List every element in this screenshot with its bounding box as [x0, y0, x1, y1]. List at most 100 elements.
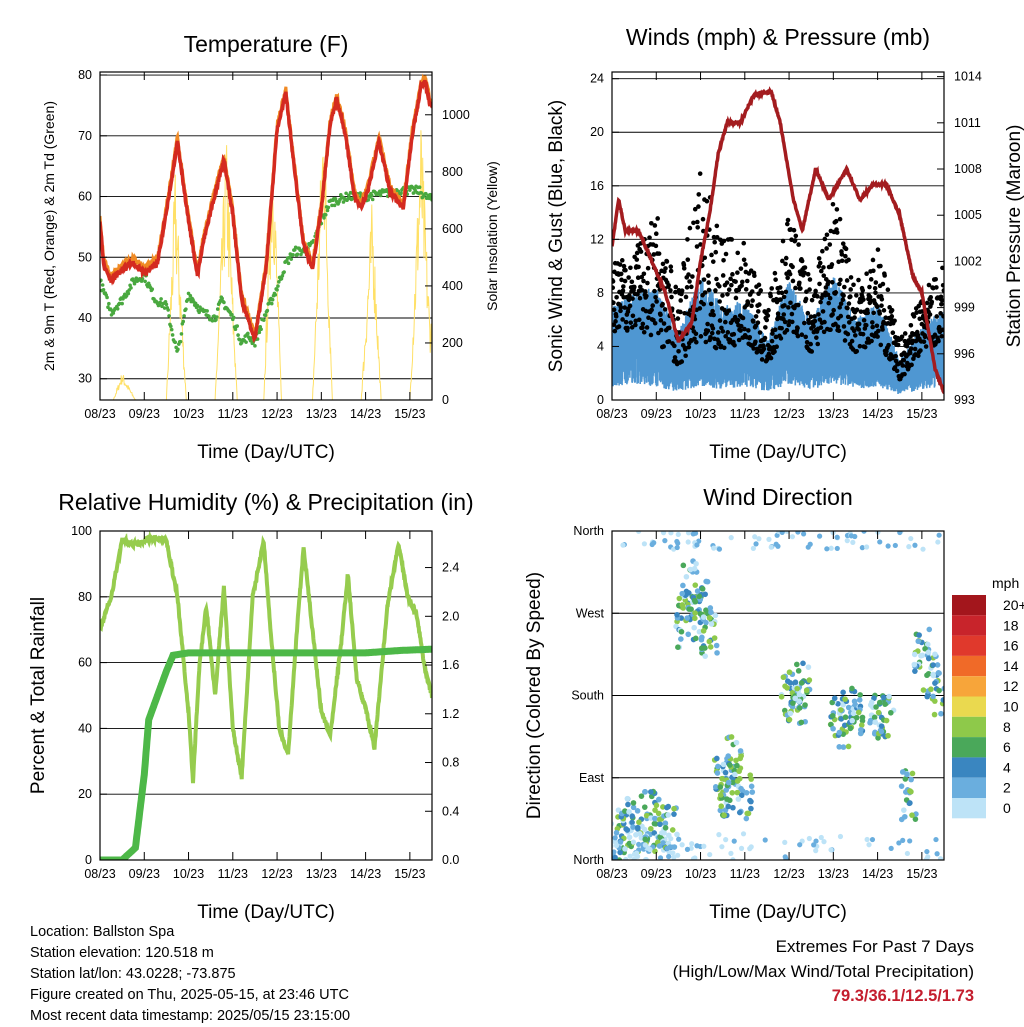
- wind-gust-point: [716, 340, 722, 345]
- wind-gust-point: [848, 275, 854, 280]
- wind-direction-point: [896, 840, 902, 846]
- dewpoint-point: [100, 283, 105, 287]
- wind-direction-point: [864, 544, 870, 550]
- wind-gust-point: [912, 346, 918, 352]
- wind-direction-point: [691, 624, 697, 631]
- wind-gust-point: [882, 273, 887, 278]
- wind-direction-point: [930, 662, 936, 668]
- wind-gust-point: [637, 295, 643, 301]
- wind-gust-point: [644, 293, 649, 299]
- wind-direction-point: [700, 628, 707, 634]
- wind-direction-point: [834, 545, 840, 552]
- wind-gust-point: [815, 294, 820, 299]
- wind-direction-point: [714, 755, 720, 762]
- figure-created: Figure created on Thu, 2025-05-15, at 23…: [30, 987, 349, 1003]
- wind-gust-point: [782, 319, 788, 325]
- wind-gust-point: [687, 308, 693, 313]
- y-tick-label: 0: [597, 393, 604, 407]
- y-tick-label: 4: [597, 339, 604, 353]
- wind-direction-point: [717, 792, 724, 798]
- wind-gust-point: [723, 251, 729, 257]
- wind-direction-point: [795, 668, 802, 674]
- wind-direction-point: [806, 677, 813, 683]
- wind-gust-point: [902, 338, 908, 344]
- dewpoint-point: [178, 339, 183, 344]
- wind-gust-point: [820, 309, 826, 314]
- wind-gust-point: [934, 314, 940, 319]
- wind-gust-point: [649, 220, 654, 226]
- dewpoint-point: [101, 288, 106, 292]
- wind-gust-point: [833, 290, 839, 295]
- wind-direction-point: [719, 844, 725, 850]
- wind-direction-point: [637, 831, 643, 837]
- wind-gust-point: [713, 345, 719, 351]
- wind-direction-point: [735, 796, 742, 802]
- dewpoint-point: [253, 344, 257, 348]
- dewpoint-point: [236, 333, 240, 337]
- wind-gust-point: [733, 279, 738, 284]
- wind-gust-point: [640, 321, 646, 327]
- wind-gust-point: [815, 341, 821, 347]
- x-tick-label: 15/23: [394, 867, 425, 881]
- legend-title: mph: [992, 575, 1019, 591]
- wind-gust-point: [647, 235, 652, 240]
- wind-direction-point: [916, 632, 922, 638]
- wind-gust-point: [911, 314, 917, 319]
- x-axis-label: Time (Day/UTC): [197, 442, 335, 463]
- wind-gust-point: [732, 314, 738, 320]
- wind-direction-point: [794, 661, 800, 668]
- wind-gust-point: [789, 311, 795, 317]
- y-tick-label: 100: [71, 524, 92, 538]
- y-axis-label: Direction (Colored By Speed): [524, 572, 545, 819]
- wind-gust-point: [837, 216, 843, 222]
- dewpoint-point: [111, 311, 116, 315]
- wind-direction-point: [806, 835, 812, 842]
- wind-gust-point: [790, 264, 795, 270]
- dewpoint-point: [326, 205, 331, 210]
- wind-gust-point: [902, 371, 907, 377]
- extremes-title: Extremes For Past 7 Days: [775, 937, 974, 956]
- panel-humidity: 08/23 09/23 10/23 11/23 12/23 13/23 14/23 15/23…: [28, 489, 474, 923]
- y-tick-label: East: [579, 771, 605, 785]
- wind-direction-point: [901, 813, 908, 820]
- wind-gust-point: [612, 279, 616, 284]
- legend-label: 12: [1003, 678, 1019, 694]
- wind-gust-point: [871, 268, 876, 274]
- wind-gust-point: [856, 277, 861, 283]
- wind-direction-point: [641, 804, 648, 810]
- wind-gust-point: [758, 288, 764, 293]
- wind-gust-point: [634, 250, 640, 256]
- wind-direction-point: [878, 723, 885, 729]
- wind-direction-point: [768, 544, 774, 550]
- wind-direction-point: [861, 531, 867, 534]
- wind-direction-point: [786, 669, 793, 676]
- wind-gust-point: [805, 310, 811, 316]
- wind-direction-point: [824, 546, 830, 552]
- wind-gust-point: [657, 287, 663, 292]
- wind-direction-point: [850, 539, 856, 545]
- dewpoint-point: [279, 276, 284, 281]
- dewpoint-point: [332, 203, 337, 208]
- wind-gust-point: [874, 323, 880, 329]
- wind-gust-point: [618, 305, 624, 310]
- wind-gust-point: [706, 280, 711, 285]
- wind-gust-point: [668, 288, 673, 293]
- wind-gust-point: [656, 330, 661, 336]
- wind-gust-point: [702, 255, 708, 261]
- wind-direction-point: [683, 573, 690, 580]
- wind-direction-point: [707, 851, 713, 858]
- wind-direction-point: [708, 621, 715, 627]
- wind-gust-point: [803, 296, 809, 302]
- wind-direction-point: [685, 631, 692, 638]
- wind-gust-point: [842, 338, 848, 343]
- y2-tick-label: 1014: [954, 70, 982, 84]
- wind-direction-point: [748, 783, 755, 790]
- wind-direction-point: [836, 744, 843, 750]
- wind-direction-point: [612, 835, 618, 841]
- panel-title: Temperature (F): [184, 31, 349, 57]
- dewpoint-point: [299, 252, 303, 257]
- wind-gust-point: [696, 204, 701, 209]
- dewpoint-point: [231, 315, 236, 320]
- wind-gust-point: [746, 328, 751, 333]
- wind-direction-point: [911, 661, 918, 668]
